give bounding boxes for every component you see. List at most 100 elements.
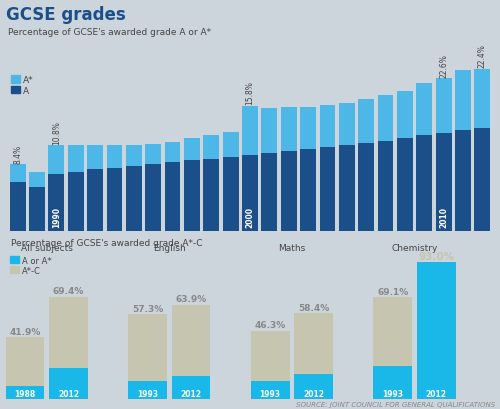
- Bar: [374, 366, 412, 399]
- Bar: [145, 144, 161, 164]
- Bar: [87, 170, 103, 231]
- Bar: [184, 139, 200, 161]
- Bar: [416, 84, 432, 136]
- Text: 22.6%: 22.6%: [439, 54, 448, 78]
- Text: 8.4%: 8.4%: [13, 144, 22, 164]
- Bar: [204, 160, 219, 231]
- Bar: [68, 146, 84, 172]
- Bar: [397, 92, 413, 139]
- Bar: [358, 144, 374, 231]
- Bar: [145, 164, 161, 231]
- Text: 2000: 2000: [246, 207, 254, 228]
- Bar: [281, 108, 296, 152]
- Bar: [455, 130, 471, 231]
- Bar: [6, 337, 44, 399]
- Bar: [294, 313, 333, 399]
- Legend: A*, A: A*, A: [10, 76, 34, 95]
- Text: Percentage of GCSE's awarded grade A*-C: Percentage of GCSE's awarded grade A*-C: [10, 239, 202, 248]
- Bar: [416, 136, 432, 231]
- Bar: [397, 139, 413, 231]
- Text: 15.8%: 15.8%: [246, 81, 254, 105]
- Bar: [106, 168, 122, 231]
- Bar: [262, 108, 278, 153]
- Text: 63.9%: 63.9%: [176, 295, 206, 304]
- Bar: [49, 368, 88, 399]
- Bar: [339, 146, 355, 231]
- Text: English: English: [153, 243, 186, 252]
- Text: 2012: 2012: [303, 389, 324, 398]
- Bar: [250, 381, 290, 399]
- Text: 46.3%: 46.3%: [254, 321, 286, 330]
- Bar: [417, 262, 456, 399]
- Text: 69.1%: 69.1%: [377, 287, 408, 296]
- Text: 1993: 1993: [137, 389, 158, 398]
- Bar: [164, 142, 180, 163]
- Bar: [128, 381, 167, 399]
- Bar: [172, 376, 210, 399]
- Bar: [455, 71, 471, 130]
- Bar: [358, 100, 374, 144]
- Text: 2012: 2012: [426, 389, 447, 398]
- Bar: [474, 70, 490, 129]
- Bar: [126, 146, 142, 166]
- Text: GCSE grades: GCSE grades: [6, 6, 126, 24]
- Text: 58.4%: 58.4%: [298, 303, 330, 312]
- Text: Percentage of GCSE's awarded grade A or A*: Percentage of GCSE's awarded grade A or …: [8, 28, 211, 37]
- Text: 41.9%: 41.9%: [9, 327, 40, 336]
- Bar: [281, 152, 296, 231]
- Bar: [222, 133, 238, 158]
- Text: 93.0%: 93.0%: [418, 251, 455, 261]
- Bar: [378, 96, 394, 142]
- Text: All subjects: All subjects: [21, 243, 72, 252]
- Bar: [300, 150, 316, 231]
- Bar: [222, 158, 238, 231]
- Text: 1988: 1988: [14, 389, 36, 398]
- Bar: [242, 155, 258, 231]
- Bar: [436, 134, 452, 231]
- Text: 57.3%: 57.3%: [132, 304, 163, 313]
- Bar: [68, 172, 84, 231]
- Text: 1990: 1990: [52, 207, 61, 228]
- Bar: [474, 129, 490, 231]
- Text: 69.4%: 69.4%: [53, 287, 84, 296]
- Text: 10.8%: 10.8%: [52, 121, 61, 144]
- Text: 22.4%: 22.4%: [478, 45, 487, 68]
- Bar: [106, 146, 122, 168]
- Bar: [262, 153, 278, 231]
- Text: 2012: 2012: [58, 389, 79, 398]
- Bar: [164, 163, 180, 231]
- Bar: [300, 108, 316, 150]
- Text: Chemistry: Chemistry: [392, 243, 438, 252]
- Bar: [49, 297, 88, 399]
- Bar: [6, 387, 44, 399]
- Bar: [320, 106, 336, 148]
- Bar: [10, 182, 26, 231]
- Bar: [48, 146, 64, 175]
- Bar: [374, 297, 412, 399]
- Bar: [250, 331, 290, 399]
- Bar: [29, 172, 45, 188]
- Bar: [378, 142, 394, 231]
- Text: SOURCE: JOINT COUNCIL FOR GENERAL QUALIFICATIONS: SOURCE: JOINT COUNCIL FOR GENERAL QUALIF…: [296, 401, 495, 407]
- Text: 2010: 2010: [439, 207, 448, 228]
- Bar: [184, 161, 200, 231]
- Bar: [126, 166, 142, 231]
- Bar: [417, 262, 456, 399]
- Text: Maths: Maths: [278, 243, 305, 252]
- Bar: [242, 107, 258, 155]
- Text: 1993: 1993: [382, 389, 403, 398]
- Bar: [294, 375, 333, 399]
- Bar: [29, 188, 45, 231]
- Bar: [48, 175, 64, 231]
- Bar: [339, 103, 355, 146]
- Bar: [128, 315, 167, 399]
- Bar: [320, 148, 336, 231]
- Legend: A or A*, A*-C: A or A*, A*-C: [10, 256, 51, 275]
- Bar: [172, 305, 210, 399]
- Bar: [204, 136, 219, 160]
- Bar: [436, 79, 452, 134]
- Text: 1993: 1993: [260, 389, 280, 398]
- Bar: [10, 165, 26, 182]
- Text: 2012: 2012: [180, 389, 202, 398]
- Bar: [87, 146, 103, 170]
